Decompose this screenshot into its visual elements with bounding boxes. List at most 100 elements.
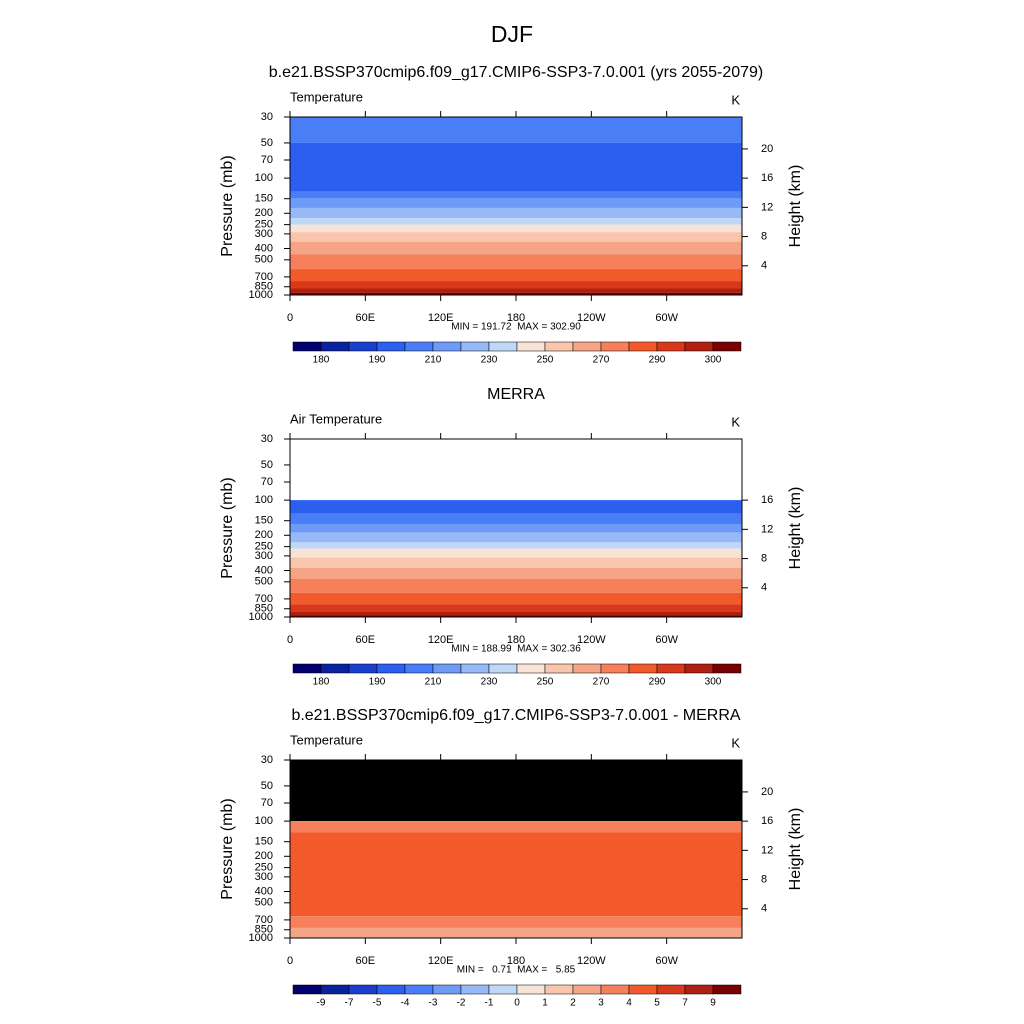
colorbar-label: 0 (514, 998, 520, 1009)
colorbar-box (320, 984, 350, 995)
contour-band (290, 292, 742, 295)
x-tick-label: 180 (507, 312, 525, 324)
colorbar-box (712, 663, 742, 674)
colorbar-box (320, 663, 350, 674)
colorbar-label: -1 (485, 998, 494, 1009)
y-tick-label: 150 (255, 193, 273, 205)
x-tick-label: 60E (356, 955, 376, 967)
x-tick-label: 60E (356, 312, 376, 324)
right-label: K (731, 735, 740, 750)
y2-tick-label: 20 (761, 143, 773, 155)
colorbar-box (516, 984, 546, 995)
contour-band (290, 224, 742, 233)
y-tick-label: 30 (261, 754, 273, 766)
colorbar-box (376, 984, 406, 995)
y2-tick-label: 12 (761, 844, 773, 856)
colorbar-box (684, 984, 714, 995)
y-tick-label: 250 (255, 219, 273, 231)
colorbar-box (404, 984, 434, 995)
x-tick-label: 0 (287, 955, 293, 967)
contour-band (290, 578, 742, 593)
colorbar-box (572, 341, 602, 352)
y-tick-label: 300 (255, 550, 273, 562)
colorbar-box (404, 341, 434, 352)
y-tick-label: 700 (255, 593, 273, 605)
y-tick-label: 500 (255, 897, 273, 909)
y-tick-label: 150 (255, 836, 273, 848)
figure-title: DJF (491, 21, 533, 47)
y-tick-label: 200 (255, 850, 273, 862)
colorbar-label: -7 (345, 998, 354, 1009)
left-label: Temperature (290, 89, 363, 104)
contour-band (290, 232, 742, 242)
y2-tick-label: 20 (761, 786, 773, 798)
y2-tick-label: 4 (761, 582, 767, 594)
panel-title: b.e21.BSSP370cmip6.f09_g17.CMIP6-SSP3-7.… (291, 707, 740, 724)
colorbar-label: 180 (313, 355, 330, 366)
y-tick-label: 300 (255, 228, 273, 240)
colorbar-box (488, 341, 518, 352)
colorbar-label: 250 (537, 355, 554, 366)
y2-tick-label: 12 (761, 523, 773, 535)
x-tick-label: 0 (287, 634, 293, 646)
colorbar-box (348, 341, 378, 352)
left-label: Air Temperature (290, 411, 382, 426)
colorbar-box (600, 341, 630, 352)
contour-band (290, 611, 742, 616)
colorbar-label: 210 (425, 677, 442, 688)
y-tick-label: 500 (255, 254, 273, 266)
y-tick-label: 50 (261, 459, 273, 471)
colorbar-label: 270 (593, 677, 610, 688)
contour-band (290, 288, 742, 293)
colorbar-box (292, 341, 322, 352)
colorbar-label: 4 (626, 998, 632, 1009)
y2-tick-label: 16 (761, 494, 773, 506)
colorbar-box (348, 984, 378, 995)
colorbar-box (684, 341, 714, 352)
colorbar-box (656, 663, 686, 674)
colorbar-box (628, 341, 658, 352)
colorbar-label: 7 (682, 998, 688, 1009)
colorbar-box (544, 341, 574, 352)
x-tick-label: 120E (428, 634, 454, 646)
colorbar-box (404, 663, 434, 674)
y-tick-label: 1000 (249, 289, 273, 301)
colorbar-box (488, 984, 518, 995)
left-label: Temperature (290, 732, 363, 747)
contour-band (290, 592, 742, 605)
colorbar-label: -5 (373, 998, 382, 1009)
colorbar-box (544, 984, 574, 995)
colorbar-box (432, 341, 462, 352)
y-tick-label: 850 (255, 924, 273, 936)
contour-band (290, 241, 742, 255)
colorbar-box (348, 663, 378, 674)
y2-axis-title: Height (km) (787, 487, 804, 570)
x-tick-label: 0 (287, 312, 293, 324)
colorbar-box (656, 984, 686, 995)
stats-label: MIN = 191.72 MAX = 302.90 (451, 322, 581, 333)
contour-band (290, 604, 742, 612)
colorbar-box (460, 984, 490, 995)
contour-band (290, 548, 742, 558)
contour-band (290, 542, 742, 549)
y-tick-label: 400 (255, 885, 273, 897)
y-tick-label: 50 (261, 137, 273, 149)
colorbar-label: 230 (481, 355, 498, 366)
x-tick-label: 120W (577, 312, 606, 324)
colorbar-label: -4 (401, 998, 410, 1009)
y-tick-label: 30 (261, 111, 273, 123)
x-tick-label: 120W (577, 955, 606, 967)
colorbar-box (712, 341, 742, 352)
colorbar-label: 1 (542, 998, 548, 1009)
colorbar-box (600, 663, 630, 674)
x-tick-label: 60W (655, 955, 678, 967)
y-axis-title: Pressure (mb) (219, 155, 236, 256)
colorbar-label: 2 (570, 998, 576, 1009)
x-tick-label: 60E (356, 634, 376, 646)
contour-band (290, 142, 742, 192)
contour-band (290, 916, 742, 928)
panel-title: MERRA (487, 386, 545, 403)
colorbar-box (572, 663, 602, 674)
